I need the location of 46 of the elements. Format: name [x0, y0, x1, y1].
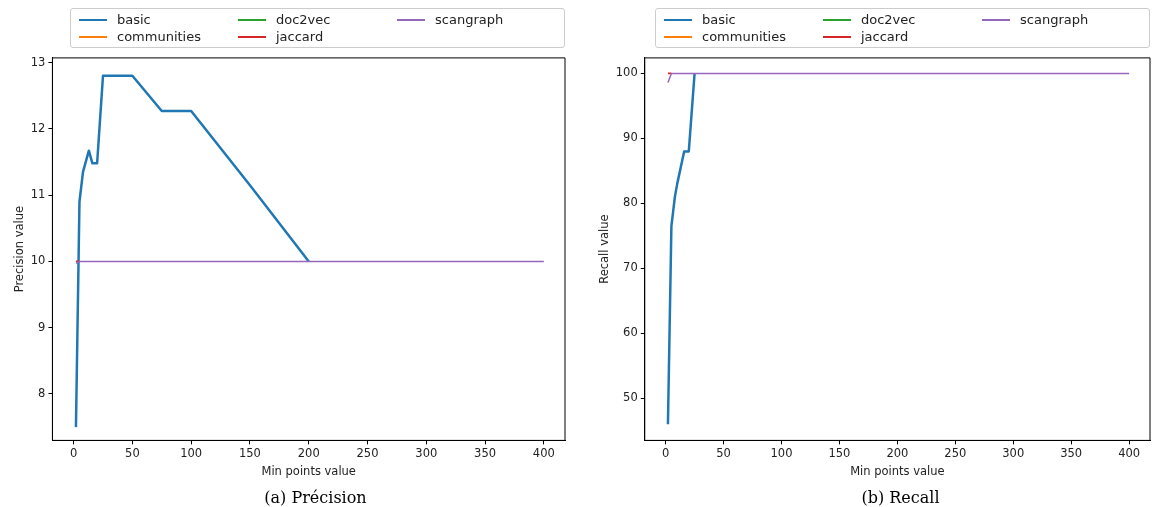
x-tick-label: 250	[356, 446, 379, 461]
y-tick-label: 70	[623, 260, 638, 275]
x-tick-label: 200	[886, 446, 909, 461]
y-tick-label: 9	[38, 319, 46, 334]
text: (a) Précision	[263, 488, 368, 507]
legend-label: scangraph	[1020, 12, 1089, 27]
x-tick-label: 350	[474, 446, 497, 461]
legend-label: doc2vec	[861, 12, 916, 27]
x-tick-label: 0	[69, 446, 78, 461]
text: (b) Recall	[860, 488, 941, 507]
y-tick-label: 80	[623, 195, 638, 210]
x-tick-label: 300	[1002, 446, 1025, 461]
y-tick-label: 13	[30, 54, 46, 69]
x-tick-label: 250	[944, 446, 967, 461]
y-tick-label: 90	[623, 130, 638, 145]
x-tick-label: 300	[415, 446, 438, 461]
y-axis-title: Recall value	[596, 214, 611, 284]
x-tick-label: 50	[125, 446, 140, 461]
x-tick-label: 150	[238, 446, 261, 461]
x-tick-label: 150	[828, 446, 851, 461]
legend-label: scangraph	[435, 12, 504, 27]
y-tick-label: 60	[623, 325, 638, 340]
legend-label: basic	[702, 12, 736, 27]
y-tick-label: 50	[623, 390, 638, 405]
x-tick-label: 400	[532, 446, 555, 461]
y-tick-label: 11	[30, 187, 46, 202]
x-tick-label: 0	[661, 446, 670, 461]
y-tick-label: 100	[615, 65, 638, 80]
y-tick-label: 12	[30, 120, 46, 135]
legend-label: jaccard	[276, 29, 324, 44]
x-tick-label: 50	[716, 446, 731, 461]
x-tick-label: 100	[180, 446, 203, 461]
y-axis-title: Precision value	[11, 205, 26, 293]
y-tick-label: 10	[30, 253, 46, 268]
x-axis-title: Min points value	[850, 464, 945, 479]
y-tick-label: 8	[38, 385, 46, 400]
x-tick-label: 100	[770, 446, 793, 461]
legend-label: doc2vec	[276, 12, 331, 27]
x-axis-title: Min points value	[261, 464, 356, 479]
x-tick-label: 350	[1060, 446, 1083, 461]
legend-label: basic	[117, 12, 151, 27]
x-tick-label: 400	[1118, 446, 1141, 461]
legend-label: communities	[702, 29, 786, 44]
x-tick-label: 200	[297, 446, 320, 461]
legend-label: jaccard	[861, 29, 909, 44]
legend-label: communities	[117, 29, 201, 44]
